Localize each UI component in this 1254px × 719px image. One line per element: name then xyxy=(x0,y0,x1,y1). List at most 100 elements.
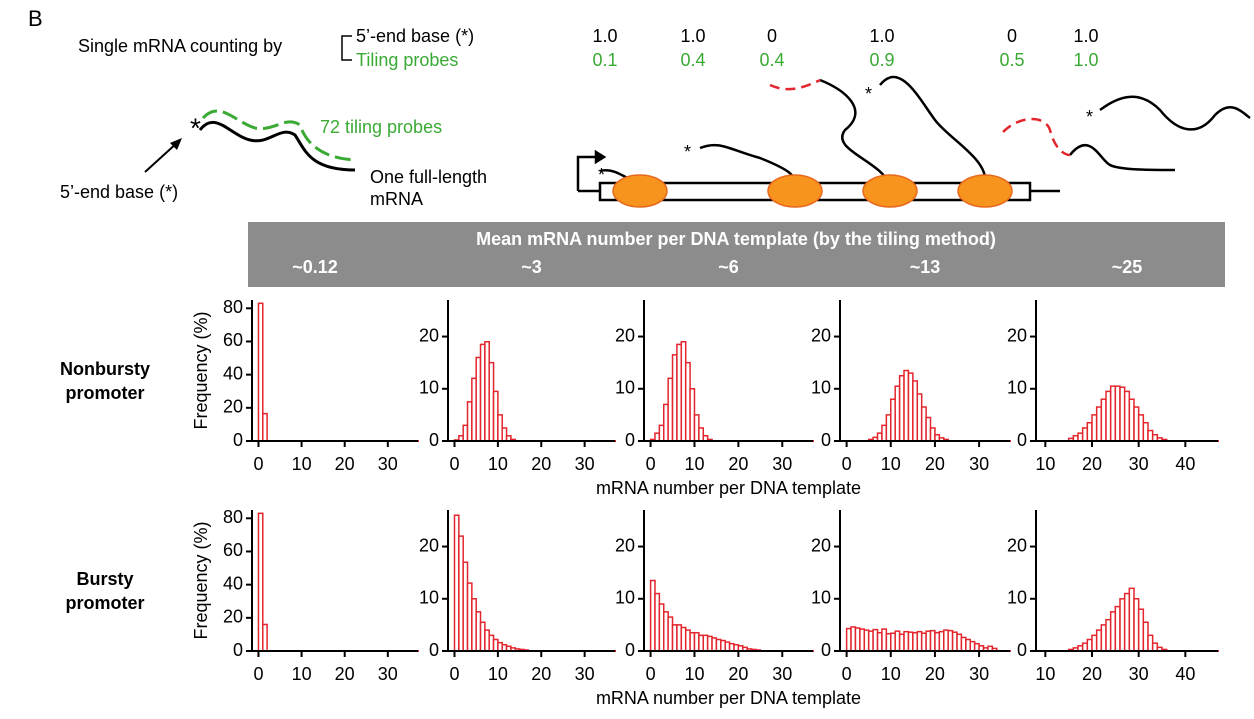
x-tick-label: 20 xyxy=(728,664,748,684)
y-tick-label: 0 xyxy=(821,640,831,660)
y-axis-label: Frequency (%) xyxy=(191,521,211,639)
x-tick-label: 10 xyxy=(881,664,901,684)
y-tick-label: 80 xyxy=(223,507,243,527)
full-length-label: mRNA xyxy=(370,189,423,209)
y-tick-label: 20 xyxy=(223,607,243,627)
y-tick-label: 10 xyxy=(615,588,635,608)
count-value: 0.4 xyxy=(759,50,784,70)
y-tick-label: 0 xyxy=(429,640,439,660)
x-tick-label: 20 xyxy=(335,454,355,474)
y-tick-label: 0 xyxy=(821,430,831,450)
row-label: promoter xyxy=(65,383,144,403)
row-label: Nonbursty xyxy=(60,359,150,379)
x-tick-label: 10 xyxy=(292,454,312,474)
y-tick-label: 10 xyxy=(1007,588,1027,608)
column-label: ~6 xyxy=(718,257,739,277)
y-tick-label: 20 xyxy=(1007,535,1027,555)
mrna-diagram: * xyxy=(144,109,356,173)
x-tick-label: 10 xyxy=(684,664,704,684)
full-length-label: One full-length xyxy=(370,167,487,187)
x-tick-label: 30 xyxy=(1129,664,1149,684)
x-tick-label: 0 xyxy=(842,664,852,684)
x-tick-label: 20 xyxy=(728,454,748,474)
column-label: ~25 xyxy=(1112,257,1143,277)
x-tick-label: 10 xyxy=(881,454,901,474)
y-tick-label: 20 xyxy=(811,325,831,345)
x-tick-label: 30 xyxy=(969,454,989,474)
counting-label: Single mRNA counting by xyxy=(78,36,282,56)
x-tick-label: 10 xyxy=(488,454,508,474)
x-tick-label: 0 xyxy=(449,664,459,684)
x-tick-label: 30 xyxy=(772,664,792,684)
column-label: ~13 xyxy=(910,257,941,277)
y-tick-label: 80 xyxy=(223,297,243,317)
count-value: 1.0 xyxy=(592,26,617,46)
y-tick-label: 0 xyxy=(625,640,635,660)
y-tick-label: 10 xyxy=(419,378,439,398)
x-tick-label: 40 xyxy=(1175,664,1195,684)
header-title: Mean mRNA number per DNA template (by th… xyxy=(476,229,996,249)
count-value: 0.5 xyxy=(999,50,1024,70)
transcription-diagram: * * * * xyxy=(576,76,1251,208)
x-tick-label: 10 xyxy=(1035,664,1055,684)
x-tick-label: 20 xyxy=(925,454,945,474)
x-tick-label: 20 xyxy=(531,664,551,684)
column-label: ~0.12 xyxy=(292,257,338,277)
x-tick-label: 0 xyxy=(253,454,263,474)
panel-label: B xyxy=(28,6,43,31)
x-tick-label: 20 xyxy=(335,664,355,684)
y-tick-label: 20 xyxy=(615,325,635,345)
count-value: 1.0 xyxy=(869,26,894,46)
y-tick-label: 0 xyxy=(1017,430,1027,450)
count-value: 0 xyxy=(1007,26,1017,46)
y-tick-label: 0 xyxy=(1017,640,1027,660)
svg-text:*: * xyxy=(598,165,605,185)
x-tick-label: 0 xyxy=(646,664,656,684)
bracket xyxy=(341,35,352,61)
x-tick-label: 30 xyxy=(575,454,595,474)
x-tick-label: 20 xyxy=(531,454,551,474)
asterisk: * xyxy=(190,112,201,143)
svg-text:*: * xyxy=(865,84,872,104)
column-label: ~3 xyxy=(521,257,542,277)
x-tick-label: 0 xyxy=(646,454,656,474)
y-tick-label: 40 xyxy=(223,573,243,593)
y-tick-label: 60 xyxy=(223,330,243,350)
y-tick-label: 60 xyxy=(223,540,243,560)
y-tick-label: 0 xyxy=(429,430,439,450)
x-tick-label: 0 xyxy=(253,664,263,684)
y-tick-label: 20 xyxy=(811,535,831,555)
tiling-label: 72 tiling probes xyxy=(320,117,442,137)
x-axis-label: mRNA number per DNA template xyxy=(596,688,861,708)
y-tick-label: 20 xyxy=(223,397,243,417)
count-value: 0.1 xyxy=(592,50,617,70)
y-tick-label: 0 xyxy=(233,640,243,660)
y-tick-label: 10 xyxy=(811,588,831,608)
y-tick-label: 20 xyxy=(615,535,635,555)
x-tick-label: 0 xyxy=(449,454,459,474)
svg-text:*: * xyxy=(684,142,691,162)
y-tick-label: 0 xyxy=(233,430,243,450)
y-tick-label: 40 xyxy=(223,363,243,383)
x-tick-label: 30 xyxy=(378,454,398,474)
method-name: 5’-end base (*) xyxy=(356,26,474,46)
bar xyxy=(262,412,268,442)
y-tick-label: 20 xyxy=(419,325,439,345)
y-tick-label: 20 xyxy=(1007,325,1027,345)
row-label: Bursty xyxy=(76,569,133,589)
x-tick-label: 0 xyxy=(842,454,852,474)
y-axis-label: Frequency (%) xyxy=(191,311,211,429)
x-tick-label: 20 xyxy=(1082,454,1102,474)
method-name: Tiling probes xyxy=(356,50,458,70)
x-axis-label: mRNA number per DNA template xyxy=(596,478,861,498)
x-tick-label: 30 xyxy=(378,664,398,684)
count-value: 0.4 xyxy=(680,50,705,70)
x-tick-label: 30 xyxy=(772,454,792,474)
count-value: 1.0 xyxy=(680,26,705,46)
count-value: 0 xyxy=(767,26,777,46)
x-tick-label: 20 xyxy=(925,664,945,684)
x-tick-label: 40 xyxy=(1175,454,1195,474)
x-tick-label: 30 xyxy=(969,664,989,684)
x-tick-label: 10 xyxy=(488,664,508,684)
